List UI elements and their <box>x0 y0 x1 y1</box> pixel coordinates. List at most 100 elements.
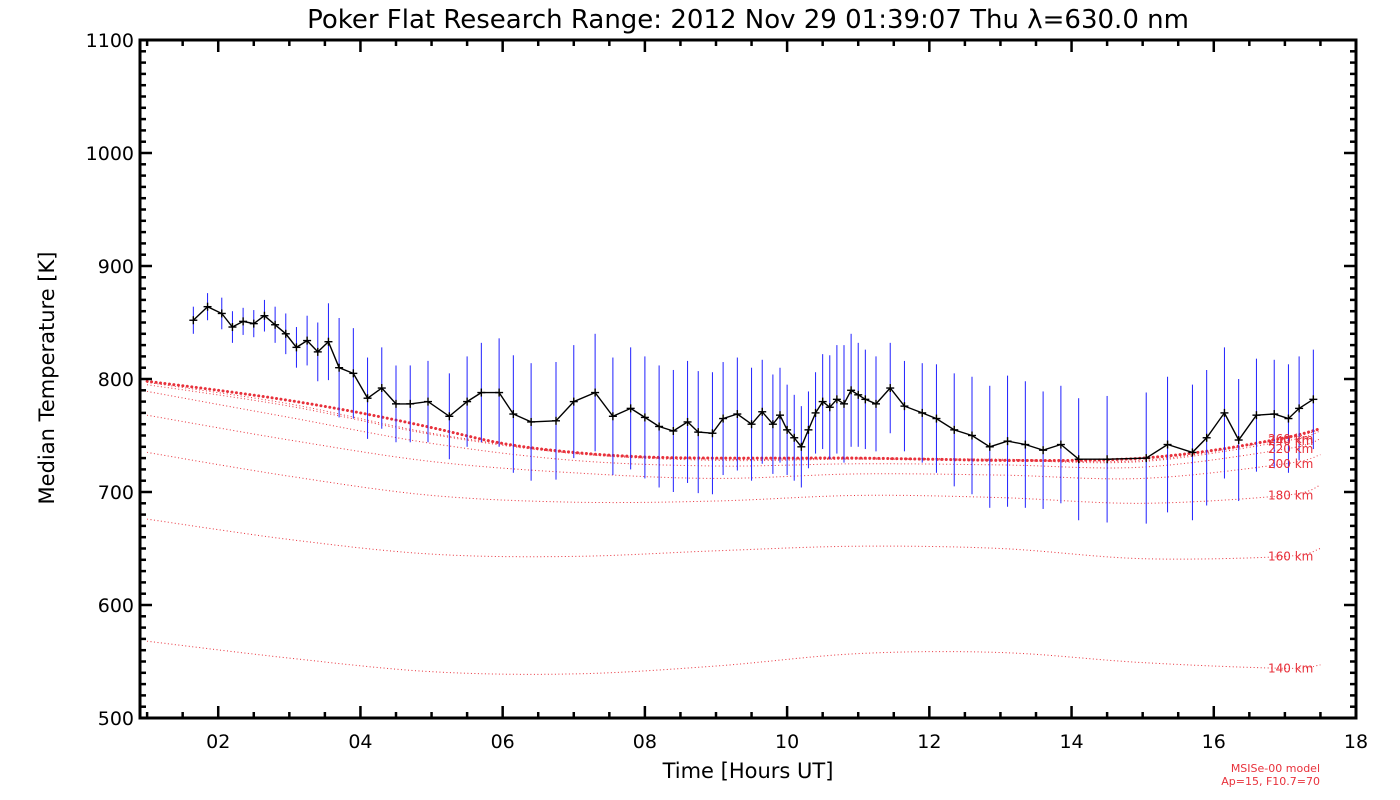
chart-title: Poker Flat Research Range: 2012 Nov 29 0… <box>307 5 1189 35</box>
y-tick-label: 700 <box>98 482 134 504</box>
y-tick-label: 600 <box>98 595 134 617</box>
data-point <box>406 399 415 408</box>
altitude-label-260-km: 260 km <box>1268 432 1313 446</box>
data-point <box>747 420 756 429</box>
data-point <box>249 319 258 328</box>
data-point <box>424 397 432 406</box>
x-tick-label: 02 <box>206 731 230 753</box>
data-point <box>189 316 198 325</box>
data-point <box>313 347 322 356</box>
data-point <box>861 395 870 404</box>
x-tick-label: 10 <box>775 731 799 753</box>
data-point <box>840 399 848 408</box>
model-curve-260-km <box>147 381 1321 463</box>
data-point <box>797 442 806 451</box>
data-point <box>872 399 880 408</box>
x-tick-label: 08 <box>633 731 657 753</box>
data-point <box>569 397 578 406</box>
data-point <box>1142 454 1151 463</box>
data-point <box>335 363 344 372</box>
data-point <box>1074 455 1083 464</box>
x-tick-label: 18 <box>1344 731 1368 753</box>
y-tick-label: 800 <box>98 369 134 391</box>
data-point <box>640 413 649 422</box>
data-point <box>228 323 237 332</box>
data-point <box>377 384 386 393</box>
data-point <box>886 384 895 393</box>
model-curve-220-km <box>147 390 1321 469</box>
data-point <box>477 388 486 397</box>
data-point <box>203 302 212 311</box>
model-curve-240-km <box>147 384 1321 464</box>
y-axis-label: Median Temperature [K] <box>35 252 59 505</box>
data-point <box>1252 411 1261 420</box>
data-point <box>758 407 767 416</box>
data-point <box>1220 408 1229 417</box>
model-curve-140-km <box>147 640 1321 675</box>
data-point <box>1202 433 1211 442</box>
y-tick-label: 900 <box>98 256 134 278</box>
data-point <box>1163 440 1172 449</box>
data-point <box>669 426 678 435</box>
data-point <box>708 429 717 438</box>
data-point <box>985 442 994 451</box>
data-point <box>1309 395 1318 404</box>
data-point <box>825 403 834 412</box>
data-point <box>783 425 792 434</box>
altitude-label-220-km: 220 km <box>1268 442 1313 456</box>
data-point <box>918 408 927 417</box>
x-tick-label: 04 <box>348 731 372 753</box>
data-point <box>719 414 728 423</box>
data-point <box>552 416 560 425</box>
data-point <box>683 417 692 426</box>
x-tick-label: 14 <box>1059 731 1083 753</box>
altitude-label-200-km: 200 km <box>1268 457 1313 471</box>
data-point <box>527 417 536 426</box>
data-point <box>900 402 909 411</box>
data-point <box>1295 404 1304 413</box>
data-point <box>363 394 372 403</box>
data-point <box>260 311 269 320</box>
data-point <box>847 386 856 395</box>
data-point <box>445 412 454 421</box>
data-point <box>239 317 248 326</box>
data-point <box>1270 410 1279 419</box>
data-point <box>1188 448 1197 457</box>
data-point <box>608 412 617 421</box>
axes: 02 04 06 08 10 12 14 16 18 500 600 700 800 900 1000 110… <box>86 30 1368 753</box>
data-point <box>768 420 777 429</box>
data-point <box>349 369 358 378</box>
altitude-label-180-km: 180 km <box>1268 488 1313 502</box>
data-point <box>733 410 742 419</box>
model-annotation: MSISe-00 model <box>1231 762 1320 775</box>
data-point <box>1039 446 1048 455</box>
altitude-label-240-km: 240 km <box>1268 434 1313 448</box>
data-point <box>281 329 290 338</box>
data-point <box>1234 436 1243 445</box>
data-point <box>509 410 518 419</box>
data-point <box>324 337 333 346</box>
model-curve-160-km <box>147 518 1321 560</box>
data-point <box>790 433 799 442</box>
data-point <box>932 414 941 423</box>
y-tick-label: 1000 <box>86 143 134 165</box>
data-point <box>694 428 703 437</box>
data-point <box>217 309 226 318</box>
data-point <box>818 397 827 406</box>
data-point <box>854 390 863 399</box>
data-point <box>804 425 813 434</box>
measured-series-line <box>192 305 1314 460</box>
data-point <box>1003 437 1012 446</box>
data-point <box>1103 455 1112 464</box>
data-point <box>1021 440 1030 449</box>
data-point <box>626 404 635 413</box>
data-point <box>776 411 784 420</box>
x-tick-label: 06 <box>491 731 515 753</box>
measured-series-layer <box>189 302 1318 464</box>
altitude-label-160-km: 160 km <box>1268 549 1313 563</box>
data-point <box>591 388 600 397</box>
data-point <box>271 320 280 329</box>
